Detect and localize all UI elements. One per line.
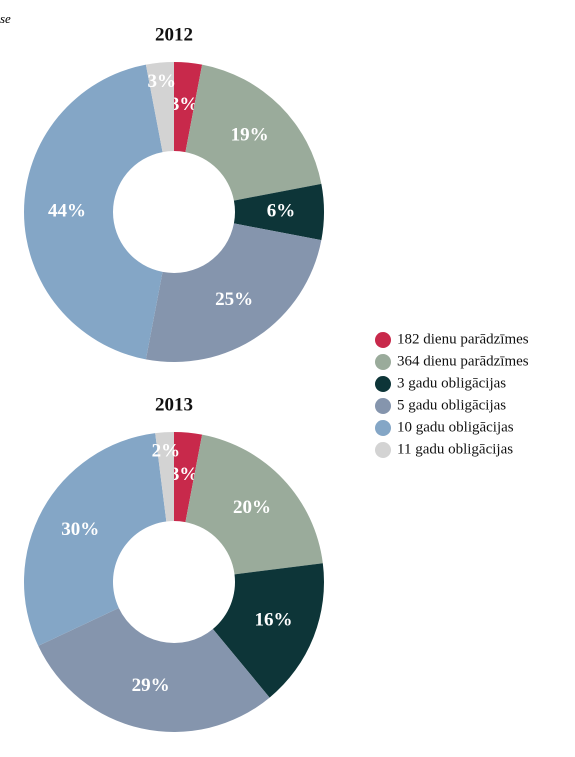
slice — [145, 223, 322, 362]
slice — [155, 432, 174, 522]
legend-label: 5 gadu obligācijas — [397, 397, 506, 413]
value-label: 6% — [267, 200, 296, 221]
slice — [38, 607, 270, 732]
slice — [233, 183, 325, 241]
slice — [174, 432, 203, 523]
legend-label: 10 gadu obligācijas — [397, 419, 514, 435]
legend-swatch — [375, 398, 391, 414]
legend-label: 182 dienu parādzīmes — [397, 331, 529, 347]
value-label: 29% — [132, 675, 170, 696]
value-label: 3% — [148, 71, 177, 92]
value-label: 2% — [152, 441, 181, 462]
slice — [174, 62, 203, 153]
legend-swatch — [375, 332, 391, 348]
slice — [212, 563, 324, 698]
legend-label: 3 gadu obligācijas — [397, 375, 506, 391]
legend-swatch — [375, 420, 391, 436]
legend-swatch — [375, 442, 391, 458]
value-label: 20% — [233, 497, 271, 518]
legend-swatch — [375, 354, 391, 370]
slice — [145, 62, 174, 153]
slice — [24, 64, 163, 360]
value-label: 3% — [170, 464, 199, 485]
value-label: 3% — [170, 94, 199, 115]
legend-label: 11 gadu obligācijas — [397, 441, 513, 457]
value-label: 30% — [61, 519, 99, 540]
legend-swatch — [375, 376, 391, 392]
chart-title: 2013 — [155, 394, 193, 415]
value-label: 16% — [254, 610, 292, 631]
slice — [185, 64, 322, 201]
note: se — [0, 11, 11, 26]
chart-title: 2012 — [155, 24, 193, 45]
slice — [23, 433, 167, 646]
slice — [185, 434, 323, 575]
legend-label: 364 dienu parādzīmes — [397, 353, 529, 369]
value-label: 25% — [215, 289, 253, 310]
value-label: 19% — [231, 125, 269, 146]
value-label: 44% — [48, 200, 86, 221]
